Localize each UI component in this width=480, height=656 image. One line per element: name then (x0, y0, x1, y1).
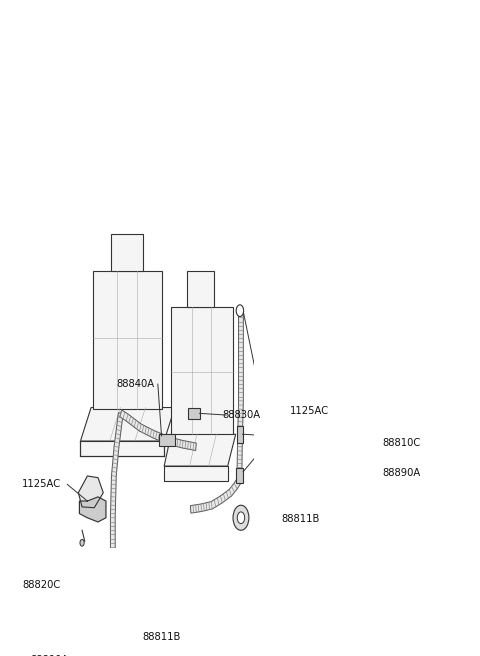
Polygon shape (93, 272, 162, 409)
Polygon shape (170, 307, 233, 434)
Polygon shape (187, 272, 215, 307)
Text: 88811B: 88811B (282, 514, 320, 524)
Polygon shape (191, 478, 241, 513)
Polygon shape (164, 434, 236, 466)
Polygon shape (81, 441, 164, 456)
Text: 88811B: 88811B (142, 632, 180, 642)
Text: 88840A: 88840A (117, 379, 155, 389)
Circle shape (129, 630, 138, 643)
Polygon shape (81, 407, 175, 441)
Polygon shape (79, 497, 106, 522)
Text: 1125AC: 1125AC (290, 406, 329, 416)
FancyBboxPatch shape (236, 468, 243, 483)
Polygon shape (110, 413, 123, 630)
Circle shape (237, 512, 245, 523)
Polygon shape (237, 309, 243, 480)
Text: 88810C: 88810C (383, 438, 420, 447)
Text: 88890A: 88890A (31, 655, 69, 656)
Polygon shape (106, 625, 118, 639)
Text: 88830A: 88830A (222, 410, 261, 420)
Circle shape (236, 305, 244, 316)
Polygon shape (164, 466, 228, 481)
FancyBboxPatch shape (237, 426, 242, 443)
Text: 88820C: 88820C (22, 579, 60, 590)
FancyBboxPatch shape (188, 407, 200, 419)
FancyBboxPatch shape (159, 434, 175, 446)
Text: 88890A: 88890A (383, 468, 420, 478)
Text: 1125AC: 1125AC (22, 480, 61, 489)
Polygon shape (120, 410, 196, 451)
Circle shape (80, 539, 84, 546)
Polygon shape (111, 234, 143, 272)
FancyBboxPatch shape (103, 575, 115, 604)
Circle shape (233, 505, 249, 530)
Polygon shape (260, 459, 266, 480)
Polygon shape (78, 476, 103, 508)
